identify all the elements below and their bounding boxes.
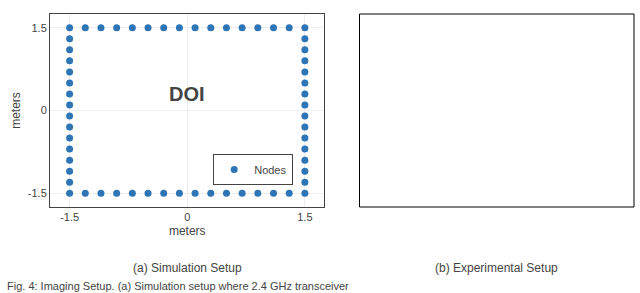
- svg-text:0: 0: [41, 104, 47, 116]
- svg-text:1.5: 1.5: [32, 22, 47, 34]
- svg-text:-1.5: -1.5: [60, 211, 79, 223]
- svg-text:1.5: 1.5: [297, 211, 312, 223]
- svg-text:0: 0: [184, 211, 190, 223]
- svg-text:Nodes: Nodes: [254, 164, 286, 176]
- svg-text:meters: meters: [169, 224, 206, 238]
- svg-text:-1.5: -1.5: [28, 187, 47, 199]
- svg-text:(a) Simulation Setup: (a) Simulation Setup: [133, 261, 242, 275]
- svg-text:meters: meters: [9, 92, 23, 129]
- svg-text:DOI: DOI: [169, 83, 205, 105]
- svg-text:(b) Experimental Setup: (b) Experimental Setup: [435, 261, 558, 275]
- svg-text:Fig. 4: Imaging Setup. (a) Sim: Fig. 4: Imaging Setup. (a) Simulation se…: [7, 280, 349, 292]
